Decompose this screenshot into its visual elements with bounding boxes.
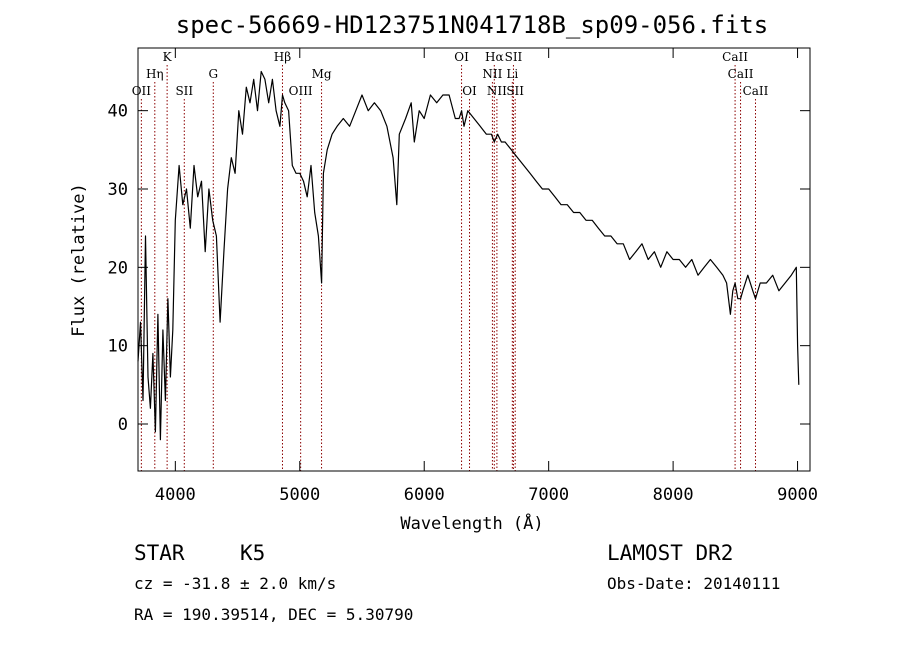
spectral-line-label: SII [506,84,524,98]
object-subclass: K5 [240,541,265,565]
y-tick-label: 30 [108,180,128,200]
spectrum-line [137,70,800,441]
x-tick-label: 6000 [404,485,445,505]
radial-velocity: cz = -31.8 ± 2.0 km/s [134,574,336,593]
spectral-line-label: NII [482,67,502,81]
spectral-line-label: CaII [722,50,748,64]
spectral-line-label: Hα [485,50,504,64]
spectral-line-label: Mg [312,67,332,81]
y-tick-label: 10 [108,337,128,357]
coordinates: RA = 190.39514, DEC = 5.30790 [134,605,413,624]
chart-title: spec-56669-HD123751N041718B_sp09-056.fit… [176,11,768,39]
spectral-line-label: OI [454,50,469,64]
y-tick-label: 20 [108,258,128,278]
x-tick-label: 7000 [528,485,569,505]
x-axis-label: Wavelength (Å) [400,512,543,534]
spectral-line-label: Li [506,67,518,81]
observation-date: Obs-Date: 20140111 [607,574,780,593]
spectral-line-label: OI [462,84,477,98]
spectrum-series [137,70,800,441]
x-tick-label: 9000 [777,485,818,505]
x-tick-label: 8000 [653,485,694,505]
spectral-line-label: G [208,67,218,81]
spectral-line-label: Hη [146,67,164,81]
y-tick-label: 40 [108,102,128,122]
spectral-line-label: OII [132,84,152,98]
x-tick-label: 4000 [155,485,196,505]
spectral-line-label: SII [505,50,523,64]
x-tick-label: 5000 [279,485,320,505]
spectral-line-label: OIII [289,84,313,98]
spectral-line-label: K [163,50,173,64]
y-tick-label: 0 [118,415,128,435]
spectral-line-label: CaII [743,84,769,98]
spectral-line-label: CaII [728,67,754,81]
spectral-line-markers: OIIHηKSIIGHβOIIIMgOIOIHαNIINIISIILiSIICa… [132,50,769,471]
object-class: STAR [134,541,185,565]
y-axis-label: Flux (relative) [69,183,89,337]
y-axis-ticks: 0 10 20 30 40 [108,102,810,435]
spectral-line-label: Hβ [274,50,291,64]
spectral-line-label: NII [487,84,507,98]
spectral-line-label: SII [175,84,193,98]
plot-frame [137,47,811,472]
survey-name: LAMOST DR2 [607,541,733,565]
x-axis-ticks: 4000 5000 6000 7000 8000 9000 [155,48,818,505]
